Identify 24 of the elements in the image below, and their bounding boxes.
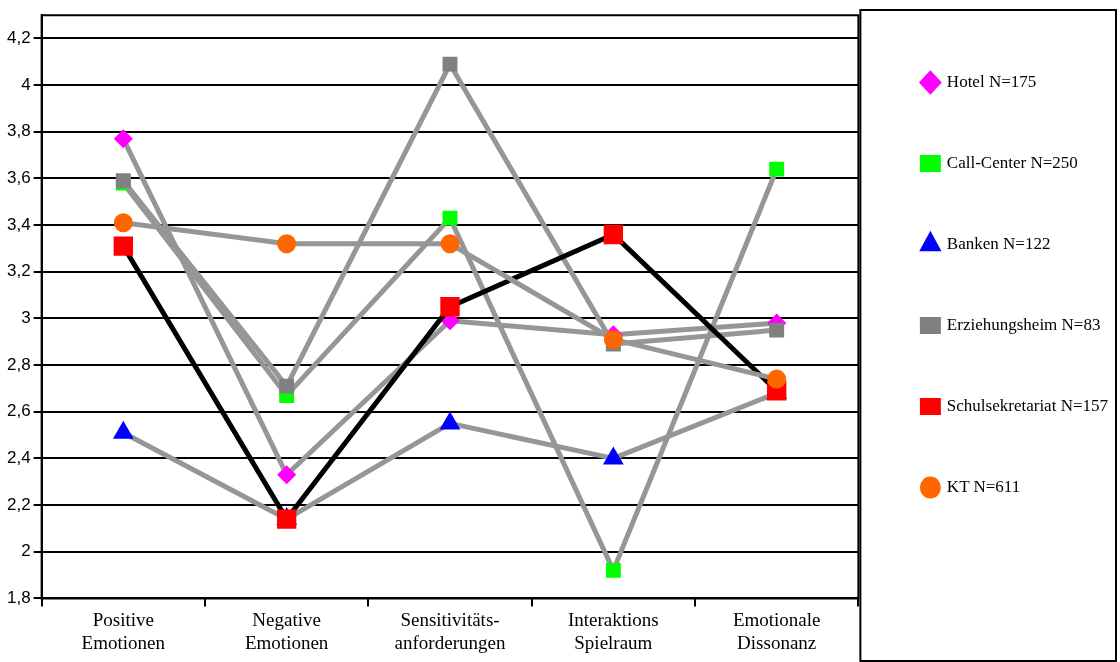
y-tick-label: 2,8: [6, 354, 31, 374]
y-tick-label: 2: [21, 541, 31, 561]
y-tick-label: 3,8: [6, 121, 31, 141]
y-tick-label: 4: [21, 74, 31, 94]
y-tick-label: 2,6: [6, 401, 31, 421]
y-tick-label: 3,6: [6, 168, 31, 188]
x-tick-label: Interaktions Spielraum: [567, 608, 659, 653]
legend-label: Call-Center N=250: [946, 152, 1078, 172]
x-tick-label: Negative Emotionen: [244, 608, 329, 653]
legend-label: Hotel N=175: [946, 71, 1037, 91]
x-tick-label: Emotionale Dissonanz: [732, 608, 821, 653]
y-tick-label: 4,2: [6, 28, 31, 48]
legend-label: Erziehungsheim N=83: [946, 314, 1101, 334]
legend-label: KT N=611: [946, 476, 1021, 496]
y-tick-label: 1,8: [6, 588, 31, 608]
y-tick-label: 3,4: [6, 214, 31, 234]
x-tick-label: Positive Emotionen: [81, 608, 166, 653]
y-tick-label: 3: [21, 308, 31, 328]
y-tick-label: 3,2: [6, 261, 31, 281]
legend-label: Banken N=122: [946, 233, 1051, 253]
x-tick-label: Sensitivitäts-anforderungen: [394, 608, 506, 653]
legend-label: Schulsekretariat N=157: [946, 395, 1109, 415]
y-tick-label: 2,2: [6, 494, 31, 514]
y-tick-label: 2,4: [6, 448, 31, 468]
